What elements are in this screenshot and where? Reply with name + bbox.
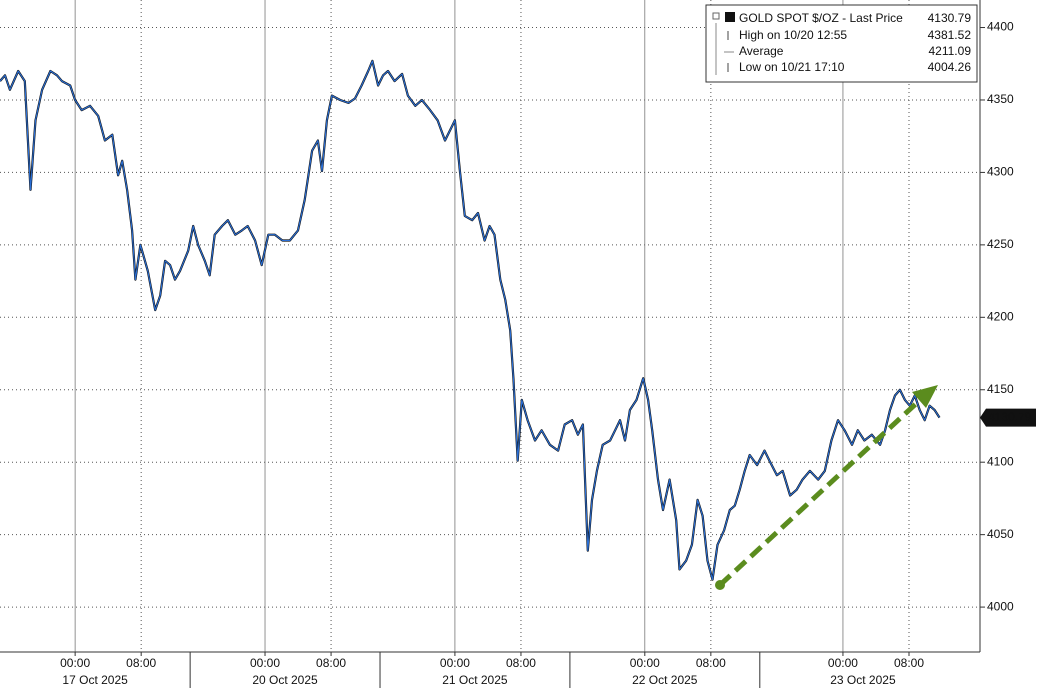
- legend-swatch: [725, 12, 735, 22]
- last-price-tag: [980, 408, 1036, 427]
- y-tick-label: 4350: [987, 92, 1014, 106]
- x-tick-label: 00:00: [828, 656, 858, 670]
- x-date-label: 21 Oct 2025: [442, 673, 508, 687]
- legend-label: High on 10/20 12:55: [739, 28, 847, 42]
- y-tick-label: 4000: [987, 599, 1014, 613]
- legend-label: Average: [739, 44, 784, 58]
- plot: [0, 59, 941, 581]
- y-tick-label: 4050: [987, 527, 1014, 541]
- arrow-start: [715, 580, 725, 590]
- arrow-shaft: [718, 398, 922, 587]
- y-tick-label: 4200: [987, 309, 1014, 323]
- legend-value: 4130.79: [928, 11, 972, 25]
- x-tick-label: 00:00: [630, 656, 660, 670]
- legend-box: [705, 4, 978, 83]
- legend-label: GOLD SPOT $/OZ - Last Price: [739, 11, 903, 25]
- x-tick-label: 00:00: [60, 656, 90, 670]
- x-tick-label: 08:00: [894, 656, 924, 670]
- x-tick-label: 00:00: [250, 656, 280, 670]
- trend-arrow: [715, 385, 938, 590]
- y-tick-label: 4400: [987, 20, 1014, 34]
- y-tick-label: 4250: [987, 237, 1014, 251]
- legend-value: 4211.09: [929, 44, 972, 58]
- price-line: [0, 60, 940, 581]
- y-tick-label: 4100: [987, 454, 1014, 468]
- x-date-label: 22 Oct 2025: [632, 673, 698, 687]
- last-price-label: 4130.79: [988, 410, 1032, 424]
- legend-value: 4381.52: [928, 28, 972, 42]
- x-tick-label: 08:00: [506, 656, 536, 670]
- x-date-label: 17 Oct 2025: [62, 673, 128, 687]
- arrow-head: [912, 385, 938, 408]
- x-tick-label: 00:00: [440, 656, 470, 670]
- x-tick-label: 08:00: [696, 656, 726, 670]
- y-tick-label: 4150: [987, 382, 1014, 396]
- x-tick-label: 08:00: [316, 656, 346, 670]
- axes: 4000 4050 4100 4150 4200 4250 4300 4350 4400 00:0…: [60, 20, 1036, 688]
- legend-value: 4004.26: [928, 60, 972, 74]
- x-tick-label: 08:00: [126, 656, 156, 670]
- x-date-label: 23 Oct 2025: [830, 673, 896, 687]
- grid: [0, 0, 980, 652]
- legend: GOLD SPOT $/OZ - Last Price 4130.79 High…: [705, 4, 978, 83]
- y-tick-label: 4300: [987, 165, 1014, 179]
- x-date-label: 20 Oct 2025: [252, 673, 318, 687]
- legend-label: Low on 10/21 17:10: [739, 60, 845, 74]
- legend-icon: [712, 12, 720, 20]
